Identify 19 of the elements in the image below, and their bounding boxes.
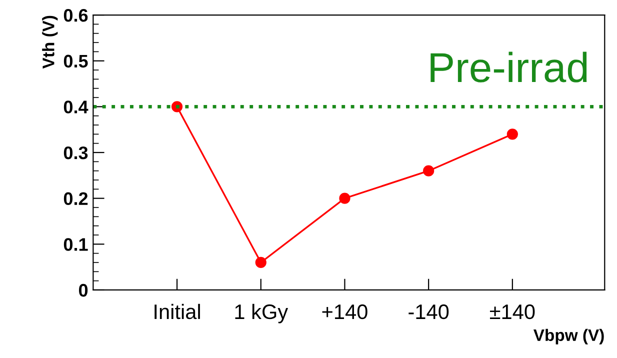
- point: [423, 165, 434, 176]
- x-tick-label: 1 kGy: [235, 304, 288, 324]
- y-tick-label: 0.1: [64, 238, 88, 251]
- point: [506, 128, 518, 140]
- y-tick-label: 0.3: [64, 146, 88, 160]
- y-tick-label: 0.5: [64, 54, 88, 68]
- y-tick-label: 0.2: [64, 192, 88, 206]
- point: [255, 256, 266, 268]
- y-tick-label: 0.4: [64, 100, 88, 114]
- y-axis-title: Vth (V): [42, 16, 58, 69]
- x-tick-label: Initial: [154, 304, 200, 320]
- x-tick-label: +140: [322, 304, 368, 320]
- ref-line-label: Pre-irrad: [430, 52, 587, 82]
- x-tick-label: ±140: [490, 304, 535, 320]
- y-tick-label: 0.6: [64, 8, 88, 22]
- y-tick-label: 0: [78, 284, 88, 297]
- x-tick-label: -140: [408, 304, 449, 320]
- x-axis-title: Vbpw (V): [533, 328, 604, 344]
- point: [339, 192, 350, 204]
